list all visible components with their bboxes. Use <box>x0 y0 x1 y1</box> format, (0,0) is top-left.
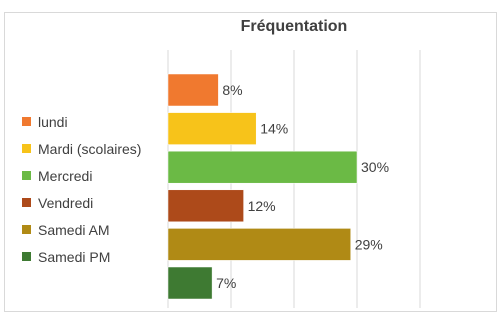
bar-value-label: 12% <box>248 198 276 214</box>
legend-label: Mardi (scolaires) <box>38 140 142 157</box>
legend-label: Samedi AM <box>38 221 110 238</box>
legend-item-samedi-pm: Samedi PM <box>22 243 141 270</box>
bar-5 <box>167 228 351 261</box>
legend-swatch <box>22 117 31 126</box>
legend-item-vendredi: Vendredi <box>22 189 141 216</box>
legend-label: Mercredi <box>38 167 93 184</box>
legend-swatch <box>22 171 31 180</box>
bar-value-label: 7% <box>216 275 236 291</box>
bar-value-label: 30% <box>361 159 389 175</box>
legend-swatch <box>22 225 31 234</box>
legend-item-mercredi: Mercredi <box>22 162 141 189</box>
legend-item-samedi-am: Samedi AM <box>22 216 141 243</box>
legend-label: lundi <box>38 113 68 130</box>
legend-swatch <box>22 198 31 207</box>
legend-swatch <box>22 252 31 261</box>
bar-value-label: 29% <box>355 236 383 252</box>
bar-value-label: 8% <box>222 82 242 98</box>
bar-2 <box>167 112 257 145</box>
legend-label: Samedi PM <box>38 248 111 265</box>
bar-3 <box>167 150 358 184</box>
bars <box>167 73 358 300</box>
bar-value-label: 14% <box>260 121 288 137</box>
legend-item-lundi: lundi <box>22 108 141 135</box>
legend: lundi Mardi (scolaires) Mercredi Vendred… <box>22 108 141 270</box>
bar-6 <box>167 266 213 300</box>
legend-item-mardi: Mardi (scolaires) <box>22 135 141 162</box>
chart-title: Fréquentation <box>240 18 348 35</box>
legend-label: Vendredi <box>38 194 94 211</box>
bar-4 <box>167 189 244 223</box>
legend-swatch <box>22 144 31 153</box>
bar-1 <box>167 73 219 107</box>
bar-labels: 8% 14% 30% 12% 29% 7% <box>216 82 389 291</box>
